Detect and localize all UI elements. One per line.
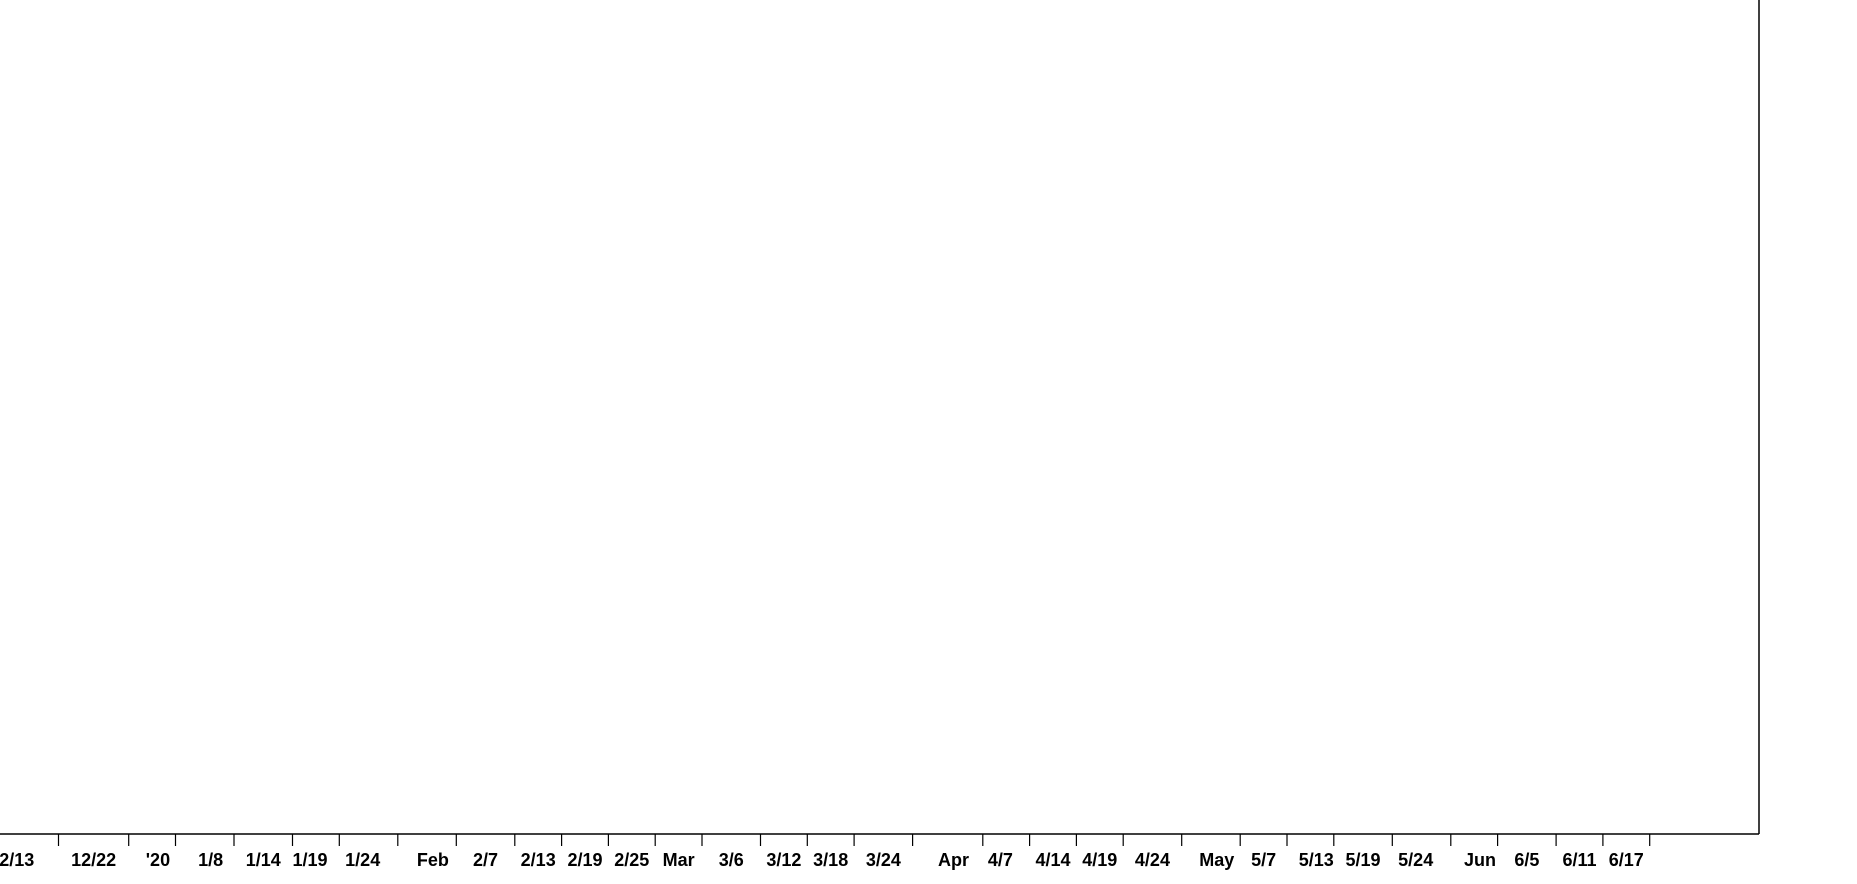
x-tick-label: 4/14 [1035, 850, 1070, 870]
x-tick-label: 4/24 [1135, 850, 1170, 870]
x-tick-label: 5/13 [1299, 850, 1334, 870]
x-tick-label: '20 [146, 850, 170, 870]
x-tick-label: Feb [417, 850, 449, 870]
x-tick-label: 4/7 [988, 850, 1013, 870]
x-tick-label: 2/19 [567, 850, 602, 870]
x-tick-label: May [1199, 850, 1234, 870]
x-tick-label: 12/13 [0, 850, 34, 870]
x-tick-label: Mar [663, 850, 695, 870]
x-tick-label: 6/17 [1609, 850, 1644, 870]
x-tick-label: 2/13 [521, 850, 556, 870]
x-tick-label: 4/19 [1082, 850, 1117, 870]
x-tick-label: 5/24 [1398, 850, 1433, 870]
x-tick-label: 2/7 [473, 850, 498, 870]
x-tick-label: 5/19 [1346, 850, 1381, 870]
x-tick-label: 3/24 [866, 850, 901, 870]
x-tick-label: 1/19 [293, 850, 328, 870]
x-tick-label: 2/25 [614, 850, 649, 870]
x-tick-label: Apr [938, 850, 969, 870]
x-tick-label: 12/22 [71, 850, 116, 870]
x-tick-label: Jun [1464, 850, 1496, 870]
x-tick-label: 6/11 [1562, 850, 1596, 870]
x-tick-label: 3/6 [719, 850, 744, 870]
x-tick-label: 1/8 [198, 850, 223, 870]
x-tick-label: 3/18 [813, 850, 848, 870]
x-tick-label: 1/24 [345, 850, 380, 870]
x-tick-label: 3/12 [766, 850, 801, 870]
x-tick-label: 6/5 [1514, 850, 1539, 870]
x-tick-label: 5/7 [1251, 850, 1276, 870]
x-tick-label: 1/14 [246, 850, 281, 870]
